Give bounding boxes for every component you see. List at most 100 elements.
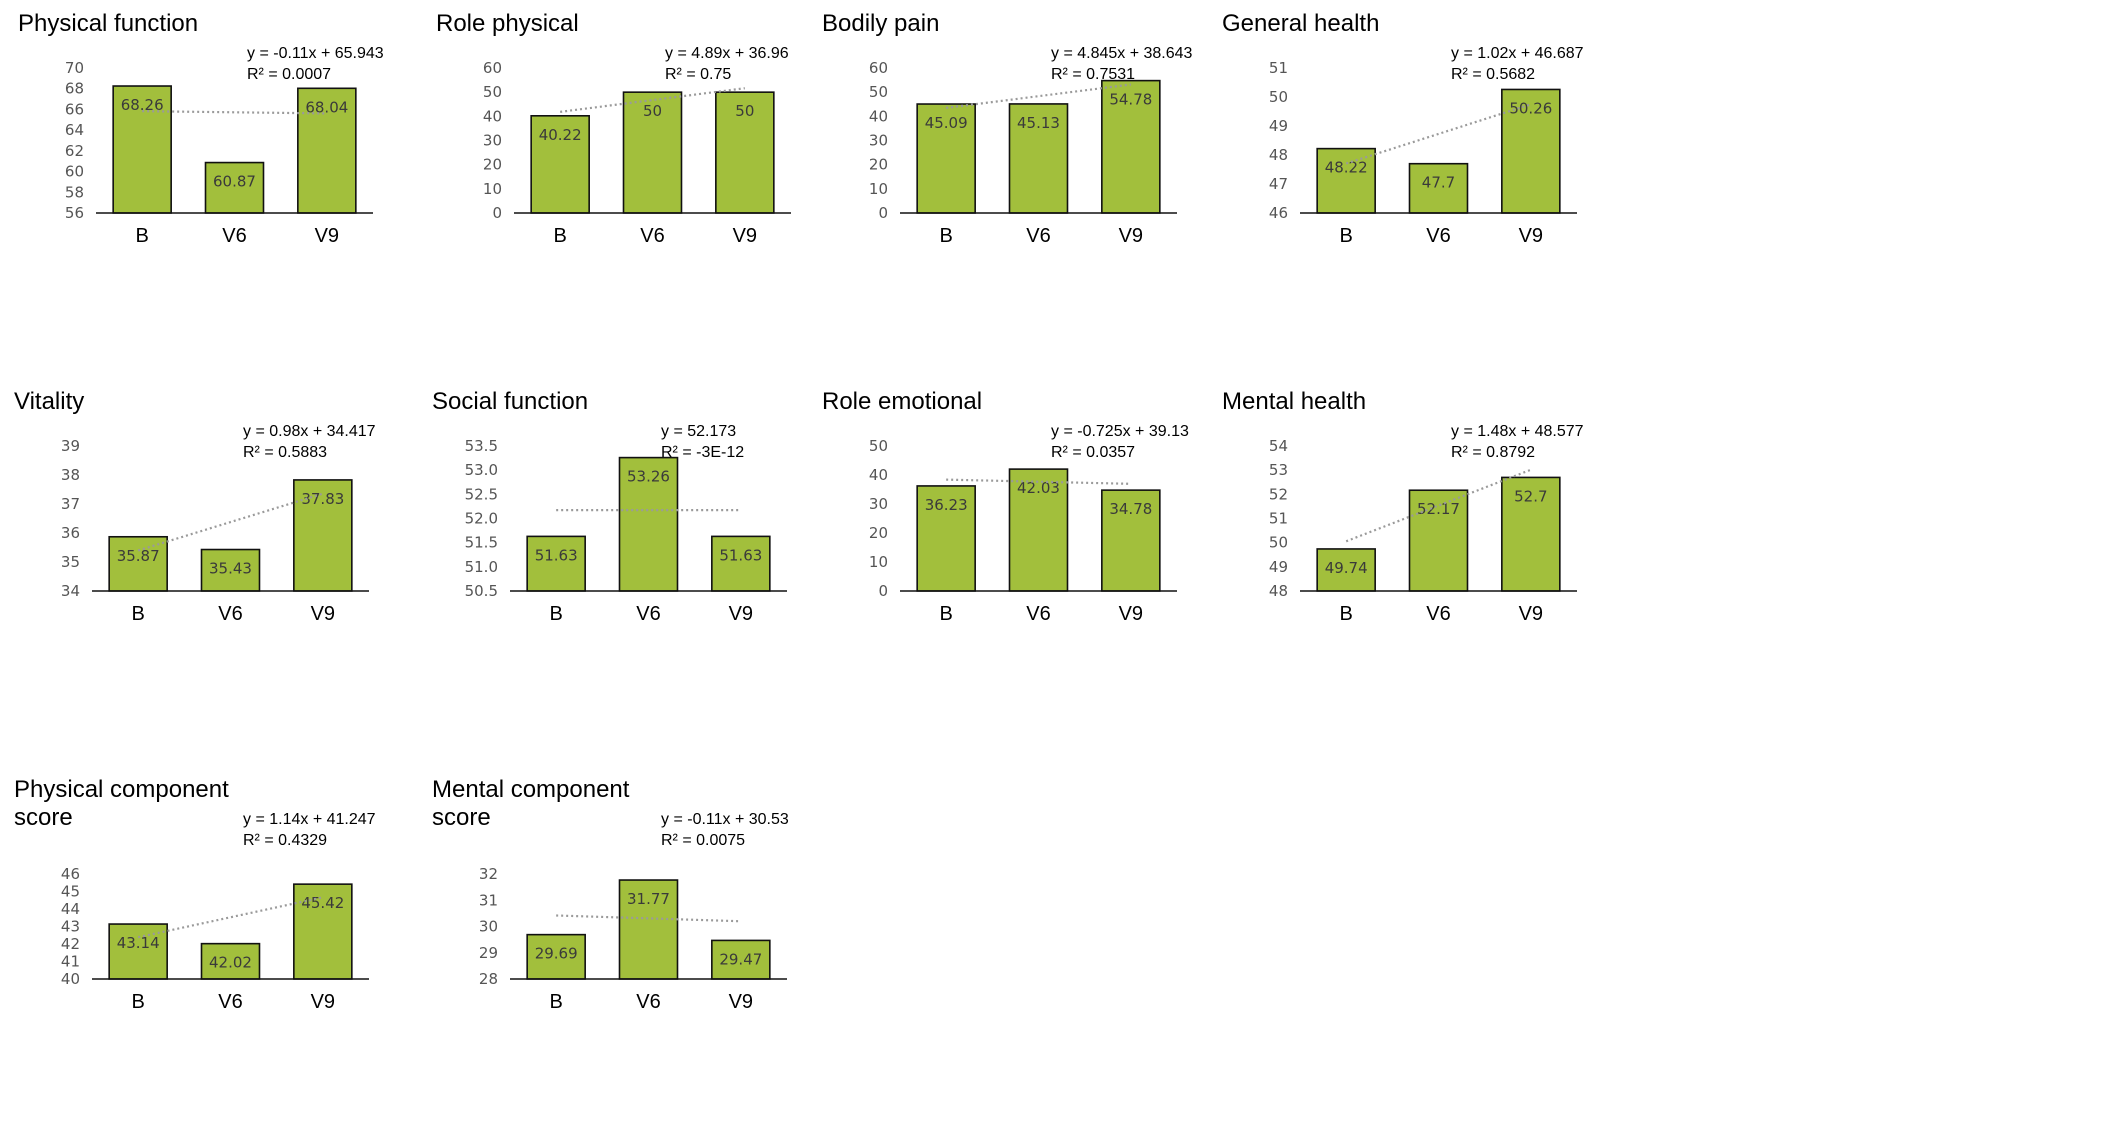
bar-v9 (1501, 88, 1561, 214)
data-label: 45.13 (1017, 114, 1060, 132)
trendline (142, 110, 327, 115)
y-tick-label: 45 (61, 883, 80, 901)
chart-title-line: Bodily pain (822, 10, 939, 37)
y-tick-label: 51.5 (465, 534, 498, 552)
x-tick-label: V6 (1026, 603, 1050, 625)
y-tick-label: 0 (492, 204, 502, 222)
data-label: 52.17 (1417, 500, 1460, 518)
chart-svg-role-physical: Role physical y = 4.89x + 36.96 R² = 0.75 0… (436, 10, 791, 247)
data-label: 43.14 (117, 934, 160, 952)
trendline-equation: y = 52.173 (661, 423, 736, 440)
chart-svg-role-emotional: Role emotional y = -0.725x + 39.13 R² = 0.… (822, 388, 1189, 625)
bar-v6 (204, 161, 265, 214)
x-tick-label: B (549, 991, 562, 1013)
y-tick-label: 51 (1269, 510, 1288, 528)
y-tick-label: 53.0 (465, 461, 498, 479)
y-tick-label: 66 (65, 100, 84, 118)
trendline-r2: R² = 0.8792 (1451, 444, 1535, 461)
data-label: 49.74 (1325, 559, 1368, 577)
y-tick-label: 58 (65, 183, 84, 201)
y-tick-label: 30 (479, 918, 498, 936)
y-tick-label: 41 (61, 953, 80, 971)
chart-title-line: Vitality (14, 388, 84, 415)
y-tick-label: 60 (65, 163, 84, 181)
x-tick-label: B (135, 225, 148, 247)
x-tick-label: V6 (636, 603, 660, 625)
chart-title-line: Social function (432, 388, 588, 415)
bar-v9 (293, 883, 353, 980)
y-tick-label: 30 (869, 132, 888, 150)
y-tick-label: 50 (483, 83, 502, 101)
chart-title-line: score (432, 804, 491, 831)
y-tick-label: 36 (61, 524, 80, 542)
bar-v6 (1008, 468, 1069, 592)
data-label: 40.22 (539, 126, 582, 144)
chart-svg-vitality: Vitality y = 0.98x + 34.417 R² = 0.5883 34 3… (14, 388, 376, 625)
y-tick-label: 70 (65, 59, 84, 77)
y-tick-label: 62 (65, 142, 84, 160)
data-label: 42.03 (1017, 479, 1060, 497)
data-label: 60.87 (213, 173, 256, 191)
chart-title: Physical component score (14, 776, 229, 831)
data-label: 47.7 (1422, 174, 1455, 192)
trendline-equation: y = -0.11x + 30.53 (661, 811, 789, 828)
chart-panel-physical-function: Physical function y = -0.11x + 65.943 R² =… (18, 8, 538, 378)
trendline-equation: y = -0.725x + 39.13 (1051, 423, 1189, 440)
x-tick-label: V6 (222, 225, 246, 247)
y-tick-label: 0 (878, 582, 888, 600)
trendline-equation: y = 1.02x + 46.687 (1451, 45, 1584, 62)
data-label: 68.26 (121, 96, 164, 114)
trendline (946, 478, 1131, 485)
x-tick-label: B (549, 603, 562, 625)
y-tick-label: 50.5 (465, 582, 498, 600)
bar-v9 (711, 535, 771, 592)
bar-v6 (1008, 103, 1069, 214)
data-label: 51.63 (719, 546, 762, 564)
trendline-r2: R² = 0.0075 (661, 832, 745, 849)
y-tick-label: 10 (483, 180, 502, 198)
y-tick-label: 43 (61, 918, 80, 936)
x-tick-label: B (939, 603, 952, 625)
trendline-equation: y = 4.89x + 36.96 (665, 45, 789, 62)
y-tick-label: 40 (483, 107, 502, 125)
x-tick-label: V6 (1426, 603, 1450, 625)
x-tick-label: B (1339, 225, 1352, 247)
chart-title: Mental component score (432, 776, 630, 831)
y-tick-label: 52.0 (465, 510, 498, 528)
trendline-equation: y = -0.11x + 65.943 (247, 45, 384, 62)
chart-svg-general-health: General health y = 1.02x + 46.687 R² = 0.5… (1222, 10, 1584, 247)
x-tick-label: V6 (1426, 225, 1450, 247)
x-tick-label: V9 (733, 225, 757, 247)
data-label: 50 (643, 102, 662, 120)
data-label: 45.42 (301, 894, 344, 912)
y-tick-label: 50 (869, 437, 888, 455)
y-tick-label: 32 (479, 865, 498, 883)
y-tick-label: 48 (1269, 146, 1288, 164)
x-tick-label: V9 (729, 991, 753, 1013)
chart-svg-physical-function: Physical function y = -0.11x + 65.943 R² =… (18, 10, 384, 247)
x-tick-label: V6 (218, 991, 242, 1013)
bar-b (916, 485, 976, 592)
y-tick-label: 47 (1269, 175, 1288, 193)
chart-svg-physical-component-score: Physical component score y = 1.14x + 41.24… (14, 776, 376, 1013)
chart-panel-physical-component-score: Physical component score y = 1.14x + 41.24… (14, 774, 534, 1144)
chart-title-line: score (14, 804, 73, 831)
bar-b (112, 85, 172, 214)
bar-v6 (618, 456, 679, 592)
trendline-r2: R² = 0.0357 (1051, 444, 1135, 461)
data-label: 45.09 (925, 114, 968, 132)
y-tick-label: 60 (869, 59, 888, 77)
trendline-equation: y = 1.14x + 41.247 (243, 811, 376, 828)
trendline-equation: y = 0.98x + 34.417 (243, 423, 376, 440)
y-tick-label: 10 (869, 553, 888, 571)
y-tick-label: 40 (61, 970, 80, 988)
y-tick-label: 37 (61, 495, 80, 513)
trendline-r2: R² = 0.4329 (243, 832, 327, 849)
trendline-equation: y = 4.845x + 38.643 (1051, 45, 1193, 62)
bar-b (526, 535, 586, 592)
y-tick-label: 54 (1269, 437, 1288, 455)
bar-v6 (1408, 162, 1469, 214)
y-tick-label: 64 (65, 121, 84, 139)
data-label: 51.63 (535, 546, 578, 564)
y-tick-label: 68 (65, 80, 84, 98)
